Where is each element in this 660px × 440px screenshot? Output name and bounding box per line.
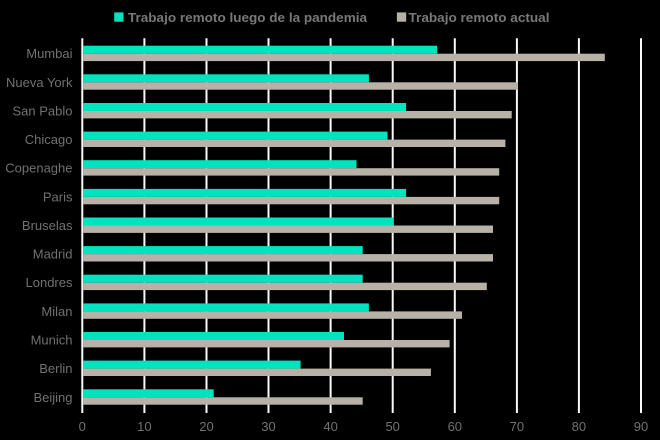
svg-text:Paris: Paris (43, 189, 73, 204)
svg-text:Copenaghe: Copenaghe (5, 161, 72, 176)
svg-text:Londres: Londres (26, 275, 73, 290)
svg-text:Bruselas: Bruselas (22, 218, 73, 233)
svg-text:30: 30 (261, 419, 275, 434)
svg-text:20: 20 (199, 419, 213, 434)
svg-text:Berlin: Berlin (39, 361, 72, 376)
svg-text:Munich: Munich (31, 333, 73, 348)
svg-text:Madrid: Madrid (33, 247, 73, 262)
svg-text:0: 0 (79, 419, 86, 434)
svg-text:Beijing: Beijing (33, 390, 72, 405)
svg-text:80: 80 (572, 419, 586, 434)
svg-text:Milan: Milan (41, 304, 72, 319)
svg-text:San Pablo: San Pablo (13, 104, 73, 119)
svg-text:70: 70 (510, 419, 524, 434)
svg-text:10: 10 (137, 419, 151, 434)
svg-text:40: 40 (323, 419, 337, 434)
svg-text:Trabajo remoto actual: Trabajo remoto actual (409, 10, 550, 25)
svg-text:Trabajo remoto luego de la pan: Trabajo remoto luego de la pandemia (128, 10, 368, 25)
svg-text:Chicago: Chicago (25, 132, 73, 147)
svg-text:60: 60 (448, 419, 462, 434)
svg-text:50: 50 (385, 419, 399, 434)
svg-text:Mumbai: Mumbai (26, 46, 72, 61)
svg-text:90: 90 (634, 419, 648, 434)
svg-text:Nueva York: Nueva York (6, 75, 73, 90)
